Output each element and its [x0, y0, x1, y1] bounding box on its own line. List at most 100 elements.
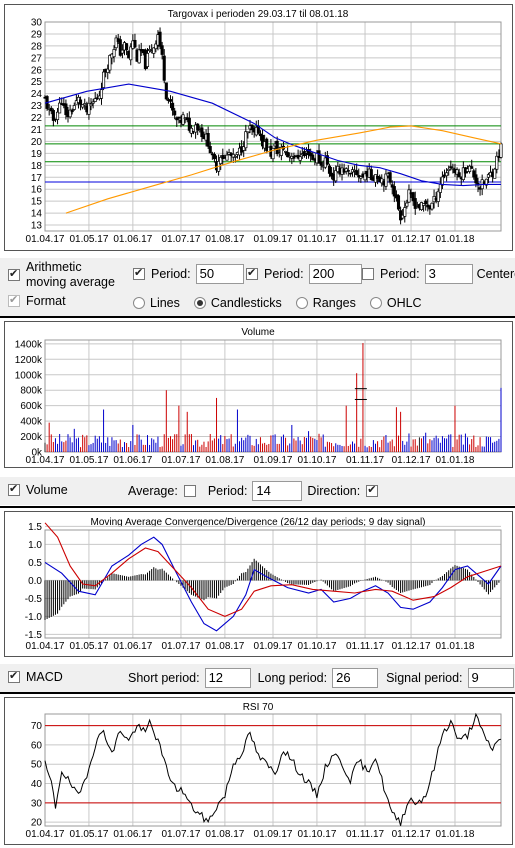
- x-tick-label: 01.06.17: [113, 455, 152, 466]
- x-tick-label: 01.06.17: [113, 234, 152, 245]
- candle-body: [424, 200, 428, 204]
- candle-body: [160, 45, 164, 55]
- candle-body: [359, 176, 363, 179]
- candle-body: [145, 53, 150, 67]
- x-tick-label: 01.01.18: [436, 641, 475, 652]
- rsi-line: [44, 712, 502, 826]
- candle-body: [250, 124, 254, 131]
- candle-body: [89, 103, 93, 107]
- x-tick-label: 01.11.17: [346, 234, 385, 245]
- y-tick-label: 50: [31, 760, 43, 771]
- macd-signal-input[interactable]: 9: [467, 668, 514, 688]
- format-ranges-label: Ranges: [312, 296, 356, 310]
- candle-body: [499, 143, 503, 158]
- y-tick-label: 19: [31, 149, 43, 160]
- ma-period1-checkbox[interactable]: [133, 266, 145, 280]
- candle-body: [102, 71, 106, 88]
- macd-label: MACD: [26, 670, 63, 684]
- x-tick-label: 01.08.17: [205, 641, 244, 652]
- candle-body: [158, 31, 162, 47]
- moving-average-line: [65, 125, 502, 214]
- candle-body: [175, 117, 179, 121]
- candle-body: [187, 117, 191, 131]
- candle-body: [380, 178, 384, 184]
- candle-body: [369, 169, 373, 180]
- candle-body: [298, 156, 302, 161]
- candle-body: [177, 116, 181, 119]
- candle-body: [106, 68, 110, 73]
- candle-body: [81, 104, 85, 108]
- format-lines-radio[interactable]: [133, 297, 145, 309]
- volume-period-input[interactable]: 14: [252, 481, 303, 501]
- candle-body: [196, 123, 200, 131]
- ma-period1-input[interactable]: 50: [195, 264, 244, 284]
- format-candlesticks-radio[interactable]: [193, 297, 206, 309]
- candle-body: [162, 55, 166, 81]
- ma-period2-checkbox[interactable]: [246, 266, 258, 280]
- x-tick-label: 01.10.17: [297, 234, 336, 245]
- ma-period3-input[interactable]: 3: [424, 264, 473, 284]
- candle-body: [114, 37, 118, 49]
- y-tick-label: 29: [31, 29, 43, 40]
- candle-body: [171, 102, 175, 111]
- y-tick-label: 26: [31, 65, 43, 76]
- y-tick-label: 40: [31, 779, 43, 790]
- candle-body: [64, 103, 68, 116]
- y-tick-label: -1.5: [25, 630, 43, 641]
- y-tick-label: 24: [31, 89, 43, 100]
- y-tick-label: 30: [31, 18, 43, 29]
- y-tick-label: 70: [31, 721, 43, 732]
- candle-body: [56, 111, 60, 120]
- candle-body: [181, 114, 185, 125]
- candle-body: [449, 166, 453, 168]
- macd-short-input[interactable]: 12: [204, 668, 251, 688]
- candle-body: [311, 154, 315, 160]
- rsi-chart: RSI 70 20 30 40 50 60 70 01.04.17 01.05.17 01.06.…: [26, 702, 502, 840]
- candle-body: [208, 146, 212, 154]
- y-tick-label: 25: [31, 77, 43, 88]
- candle-body: [419, 202, 424, 211]
- candle-body: [49, 107, 53, 112]
- candle-body: [302, 151, 306, 157]
- y-tick-label: 0.5: [28, 558, 42, 569]
- volume-direction-checkbox[interactable]: [366, 483, 379, 497]
- volume-average-label: Average:: [128, 484, 178, 498]
- format-checkbox[interactable]: [8, 293, 20, 307]
- y-tick-label: 13: [31, 221, 43, 232]
- x-tick-label: 01.04.17: [26, 455, 65, 466]
- volume-average-checkbox[interactable]: [183, 485, 196, 497]
- candle-body: [384, 173, 388, 187]
- format-ranges-radio[interactable]: [295, 297, 308, 309]
- macd-long-input[interactable]: 26: [332, 668, 379, 688]
- candle-body: [200, 127, 204, 138]
- candle-body: [457, 172, 461, 178]
- candle-body: [317, 150, 321, 164]
- candle-body: [125, 43, 129, 51]
- candle-body: [407, 189, 411, 203]
- y-tick-label: 20: [31, 137, 43, 148]
- candle-body: [455, 169, 459, 175]
- y-tick-label: 1.5: [28, 522, 42, 533]
- x-tick-label: 01.10.17: [297, 641, 336, 652]
- y-tick-label: 60: [31, 740, 43, 751]
- candle-body: [129, 46, 133, 61]
- x-tick-label: 01.11.17: [346, 641, 385, 652]
- volume-checkbox[interactable]: [8, 482, 20, 496]
- x-tick-label: 01.04.17: [26, 829, 65, 840]
- candle-body: [133, 39, 137, 48]
- macd-line: [44, 536, 502, 632]
- x-tick-label: 01.11.17: [346, 829, 385, 840]
- x-tick-label: 01.12.17: [392, 455, 431, 466]
- x-tick-label: 01.09.17: [254, 829, 293, 840]
- chart-title: Targovax i perioden 29.03.17 til 08.01.1…: [168, 9, 349, 20]
- format-ohlc-radio[interactable]: [369, 297, 382, 309]
- macd-long-label: Long period:: [257, 671, 328, 685]
- ma-period2-input[interactable]: 200: [308, 264, 362, 284]
- candle-body: [474, 174, 478, 184]
- ma-checkbox[interactable]: [8, 267, 20, 281]
- macd-checkbox[interactable]: [8, 669, 20, 683]
- ma-period3-checkbox[interactable]: [362, 268, 374, 280]
- y-tick-label: 18: [31, 161, 43, 172]
- candle-body: [396, 195, 401, 210]
- format-lines-label: Lines: [150, 296, 180, 310]
